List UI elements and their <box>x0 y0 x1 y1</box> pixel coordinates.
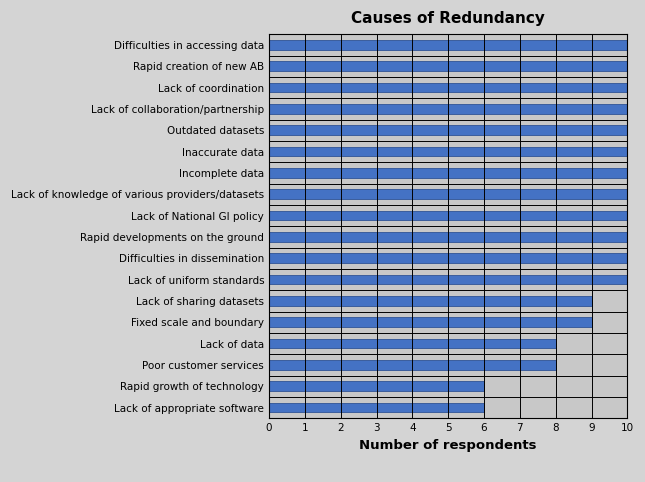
Bar <box>269 275 628 284</box>
Title: Causes of Redundancy: Causes of Redundancy <box>352 11 545 26</box>
Bar <box>269 232 628 241</box>
Bar <box>269 125 628 135</box>
X-axis label: Number of respondents: Number of respondents <box>359 439 537 452</box>
Bar <box>269 339 556 348</box>
Bar <box>269 360 556 370</box>
Bar <box>269 168 628 178</box>
Bar <box>269 211 628 220</box>
Bar <box>269 254 628 263</box>
Bar <box>269 189 628 199</box>
Bar <box>269 40 628 50</box>
Bar <box>269 403 484 412</box>
Bar <box>269 381 484 391</box>
Bar <box>269 147 628 156</box>
Bar <box>269 61 628 71</box>
Bar <box>269 104 628 114</box>
Bar <box>269 318 591 327</box>
Bar <box>269 296 591 306</box>
Bar <box>269 83 628 93</box>
